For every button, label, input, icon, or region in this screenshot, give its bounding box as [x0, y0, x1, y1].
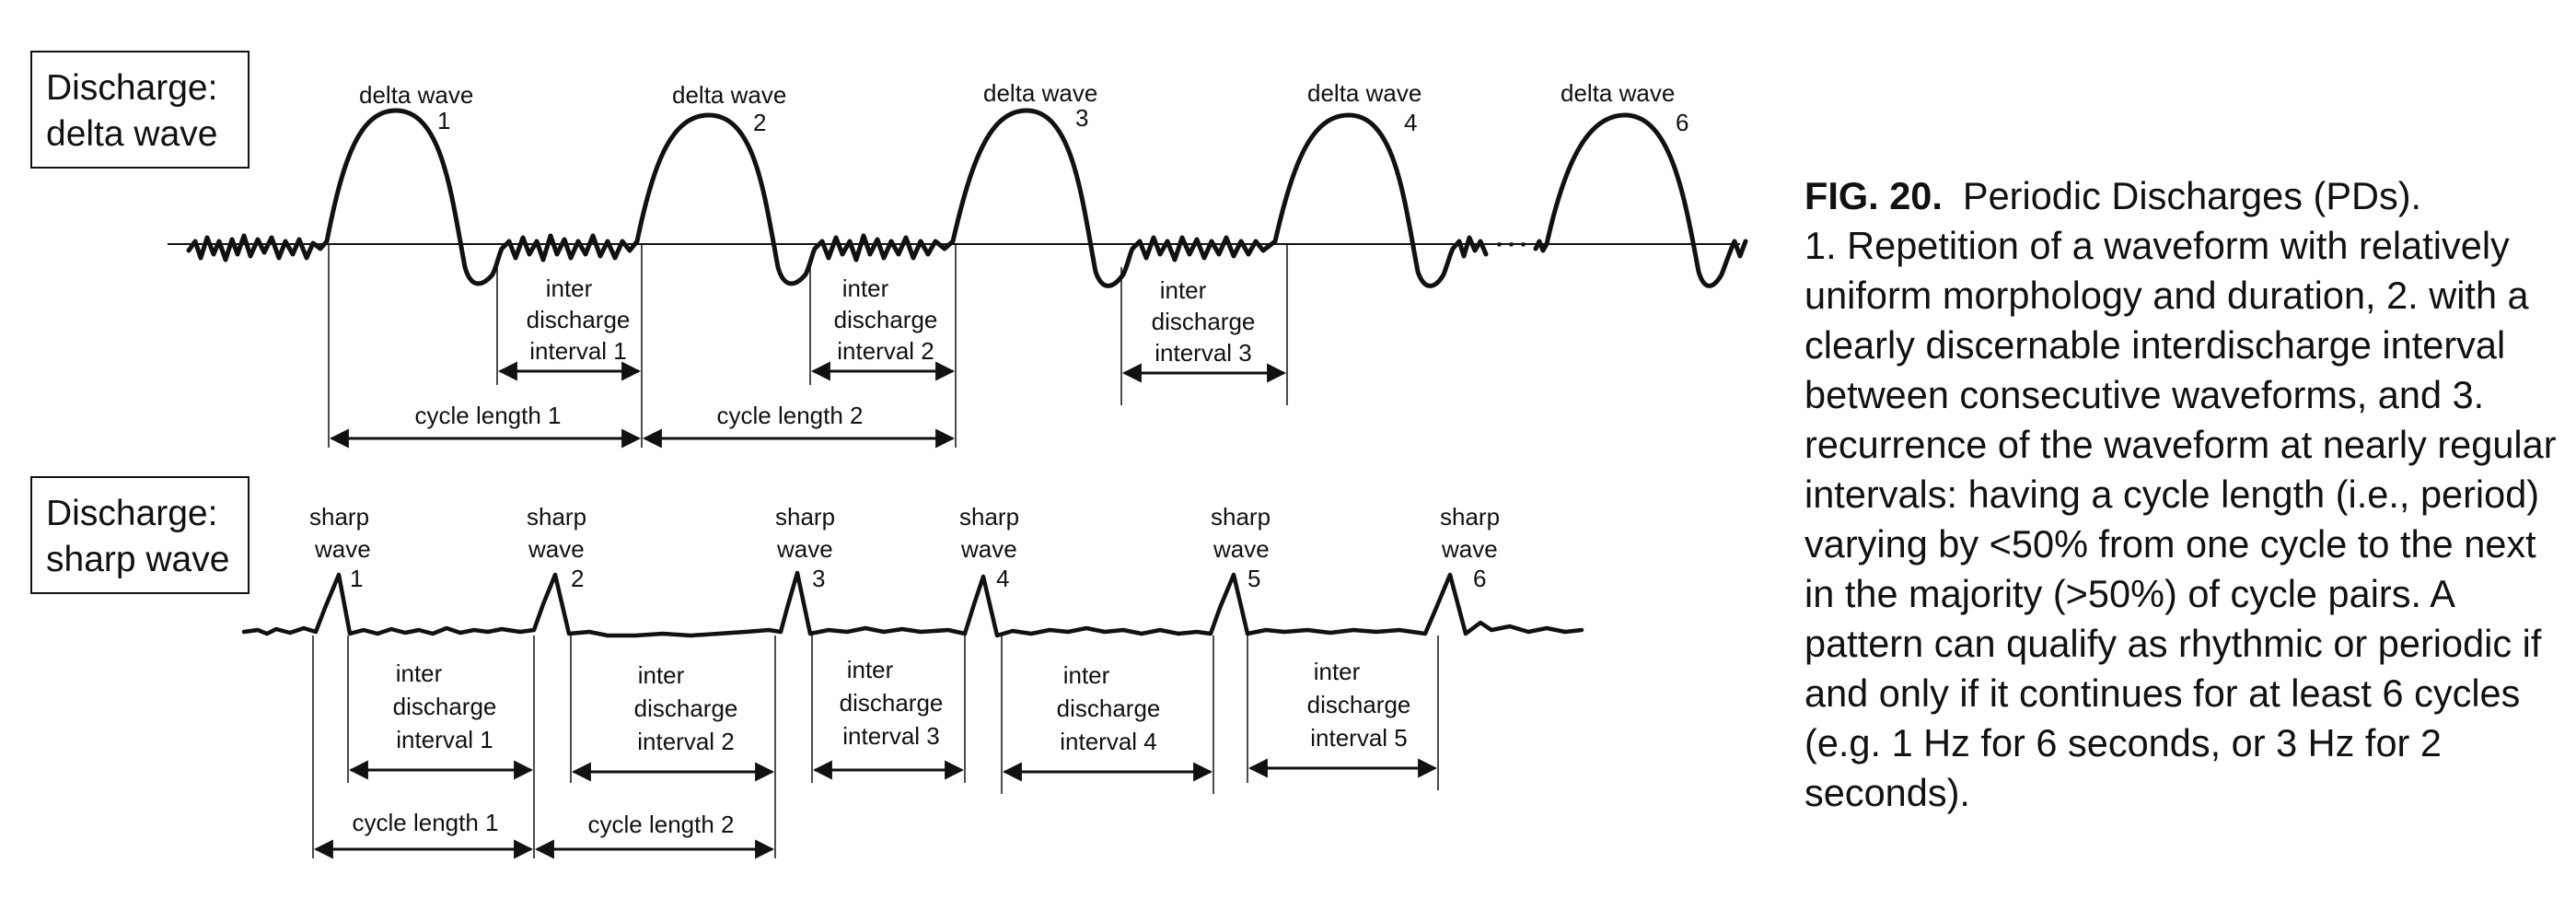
delta-interval-1-l1: inter [546, 274, 593, 302]
sharp-wave-label-4-l2: wave [960, 535, 1017, 563]
sharp-wave-label-2-l2: wave [528, 535, 585, 563]
figure-caption: FIG. 20. Periodic Discharges (PDs). 1. Re… [1804, 171, 2569, 818]
sharp-wave-num-6: 6 [1473, 565, 1486, 592]
sharp-wave-label-3-l2: wave [776, 535, 833, 563]
delta-wave-num-1: 1 [437, 107, 450, 134]
delta-eeg-trace-end [1533, 112, 1748, 288]
delta-interval-3-l1: inter [1160, 276, 1207, 304]
delta-guide-lines [328, 244, 1288, 448]
sharp-panel: Discharge: sharp wave sharp wave 1 sharp… [30, 476, 1584, 859]
sharp-wave-label-2-l1: sharp [527, 503, 586, 531]
delta-label-line1: Discharge: [46, 68, 217, 108]
sharp-wave-num-4: 4 [996, 565, 1009, 592]
delta-interval-3-l3: interval 3 [1155, 339, 1252, 367]
delta-wave-num-5: 6 [1676, 109, 1688, 136]
sharp-interval-5-l1: inter [1314, 658, 1361, 685]
sharp-interval-3-l2: discharge [840, 689, 944, 717]
sharp-interval-4-l2: discharge [1057, 694, 1161, 722]
sharp-interval-1-l2: discharge [393, 693, 497, 720]
sharp-interval-5-l2: discharge [1307, 691, 1411, 718]
sharp-wave-num-5: 5 [1247, 565, 1260, 592]
delta-interval-2-l1: inter [842, 274, 889, 302]
sharp-interval-2-l3: interval 2 [637, 728, 735, 755]
sharp-wave-num-3: 3 [812, 565, 825, 592]
sharp-label-line2: sharp wave [46, 540, 229, 579]
sharp-cycle-1-label: cycle length 1 [353, 809, 499, 836]
delta-label-box [30, 51, 249, 169]
delta-interval-2-l2: discharge [834, 306, 938, 333]
periodic-discharges-diagram: Discharge: delta wave ··· delta wave 1 d… [30, 51, 1748, 859]
delta-interval-3-l2: discharge [1152, 308, 1256, 335]
sharp-label-line1: Discharge: [46, 494, 217, 533]
delta-eeg-trace [186, 108, 1489, 288]
sharp-eeg-trace [241, 570, 1584, 638]
sharp-interval-3-l1: inter [847, 656, 894, 683]
sharp-wave-label-6-l2: wave [1441, 535, 1498, 563]
delta-interval-1-l3: interval 1 [529, 337, 627, 365]
sharp-interval-1-l3: interval 1 [396, 726, 493, 753]
sharp-wave-label-1-l1: sharp [309, 503, 369, 531]
sharp-interval-1-l1: inter [396, 659, 443, 687]
delta-cycle-2-label: cycle length 2 [717, 402, 864, 429]
sharp-interval-2-l2: discharge [634, 694, 738, 722]
delta-wave-num-2: 2 [753, 109, 766, 136]
sharp-wave-num-1: 1 [350, 565, 363, 592]
figure-caption-body: 1. Repetition of a waveform with relativ… [1804, 224, 2557, 814]
delta-wave-label-1: delta wave [359, 81, 473, 109]
delta-label-line2: delta wave [46, 114, 217, 154]
sharp-label-box [30, 476, 249, 594]
delta-wave-num-3: 3 [1075, 104, 1088, 132]
sharp-wave-label-3-l1: sharp [775, 503, 835, 531]
delta-wave-label-3: delta wave [983, 79, 1097, 107]
sharp-wave-label-1-l2: wave [314, 535, 371, 563]
delta-panel: Discharge: delta wave ··· delta wave 1 d… [30, 51, 1748, 449]
sharp-interval-5-l3: interval 5 [1310, 724, 1408, 752]
figure-number: FIG. 20. [1804, 174, 1943, 217]
delta-cycle-1-label: cycle length 1 [415, 402, 562, 429]
delta-wave-num-4: 4 [1404, 109, 1417, 136]
sharp-guide-lines [312, 636, 1439, 858]
sharp-cycle-2-label: cycle length 2 [588, 811, 735, 838]
sharp-interval-4-l1: inter [1063, 661, 1110, 689]
delta-interval-2-l3: interval 2 [837, 337, 934, 365]
delta-wave-label-4: delta wave [1307, 79, 1421, 107]
sharp-interval-3-l3: interval 3 [842, 722, 940, 750]
delta-ellipsis: ··· [1493, 223, 1529, 262]
sharp-interval-4-l3: interval 4 [1060, 728, 1157, 755]
delta-wave-label-5: delta wave [1561, 79, 1675, 107]
sharp-wave-label-4-l1: sharp [959, 503, 1019, 531]
figure-title: Periodic Discharges (PDs). [1962, 174, 2422, 217]
sharp-wave-label-5-l1: sharp [1211, 503, 1271, 531]
sharp-wave-label-5-l2: wave [1213, 535, 1270, 563]
delta-wave-label-2: delta wave [672, 81, 786, 109]
sharp-wave-label-6-l1: sharp [1440, 503, 1500, 531]
sharp-interval-2-l1: inter [638, 661, 685, 689]
delta-interval-1-l2: discharge [527, 306, 631, 333]
sharp-wave-num-2: 2 [571, 565, 584, 592]
